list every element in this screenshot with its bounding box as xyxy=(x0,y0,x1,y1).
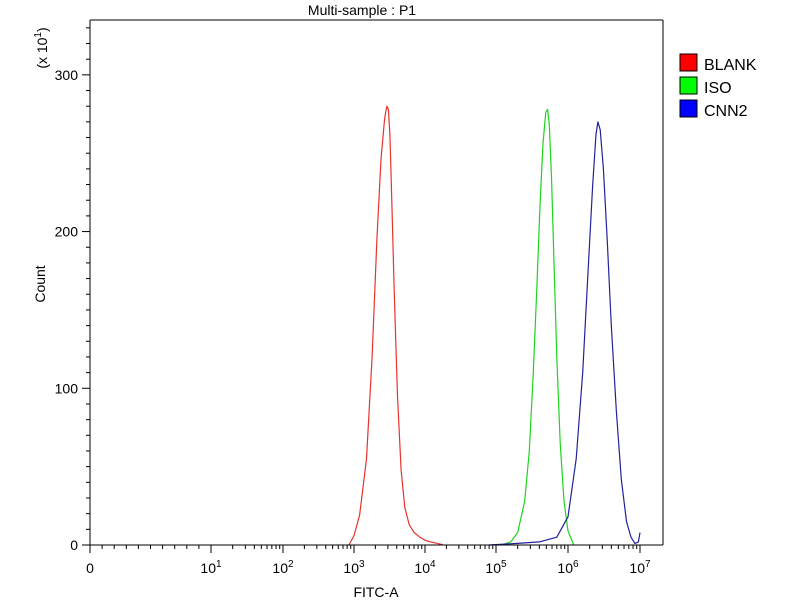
x-tick-label-exp: 6 xyxy=(573,559,579,570)
legend-swatch-iso xyxy=(679,76,698,95)
x-tick-label-exp: 4 xyxy=(430,559,436,570)
x-tick-label: 101 xyxy=(200,559,222,576)
legend-label-blank: BLANK xyxy=(704,57,757,74)
x-tick-label-base: 10 xyxy=(629,560,645,576)
y-axis-multiplier-exp: 1 xyxy=(33,32,44,38)
x-axis-label: FITC-A xyxy=(353,584,399,600)
y-tick-label: 0 xyxy=(70,537,78,553)
y-tick-label: 200 xyxy=(55,224,79,240)
legend-label-iso: ISO xyxy=(704,80,732,97)
series-line-iso xyxy=(501,108,575,546)
series-line-cnn2 xyxy=(489,121,641,546)
x-tick-label-base: 10 xyxy=(414,560,430,576)
x-tick-label: 103 xyxy=(343,559,365,576)
chart-title: Multi-sample : P1 xyxy=(308,2,416,18)
x-tick-label-exp: 7 xyxy=(645,559,651,570)
x-tick-label-base: 10 xyxy=(485,560,501,576)
x-tick-label: 105 xyxy=(485,559,507,576)
x-tick-label-exp: 3 xyxy=(359,559,365,570)
x-tick-label: 106 xyxy=(557,559,579,576)
plot-area xyxy=(348,105,641,546)
x-tick-label-base: 10 xyxy=(272,560,288,576)
y-tick-label: 100 xyxy=(55,380,79,396)
y-axis-label: Count xyxy=(32,265,48,302)
x-tick-label-base: 10 xyxy=(200,560,216,576)
series-line-blank xyxy=(348,105,444,546)
series-layer xyxy=(348,105,641,546)
x-tick-label-base: 10 xyxy=(343,560,359,576)
x-tick-label-base: 0 xyxy=(86,560,94,576)
x-axis-ticks: 0 101 102 103 104 105 106 107 xyxy=(86,545,651,576)
y-axis-multiplier: (x 101) xyxy=(33,27,50,68)
x-tick-label-exp: 2 xyxy=(288,559,294,570)
x-tick-label-exp: 5 xyxy=(501,559,507,570)
y-axis-multiplier-base: (x 10 xyxy=(34,37,50,68)
x-tick-label: 0 xyxy=(86,560,94,576)
x-tick-label-base: 10 xyxy=(557,560,573,576)
legend-label-cnn2: CNN2 xyxy=(704,103,748,120)
y-axis-multiplier-close: ) xyxy=(34,27,50,32)
legend: BLANK ISO CNN2 xyxy=(679,53,757,120)
legend-swatch-cnn2 xyxy=(679,99,698,118)
x-tick-label: 107 xyxy=(629,559,651,576)
y-axis-ticks: 0 100 200 300 xyxy=(55,27,90,553)
x-tick-label: 104 xyxy=(414,559,436,576)
legend-swatch-blank xyxy=(679,53,698,72)
x-tick-label: 102 xyxy=(272,559,294,576)
y-tick-label: 300 xyxy=(55,67,79,83)
x-tick-label-exp: 1 xyxy=(216,559,222,570)
